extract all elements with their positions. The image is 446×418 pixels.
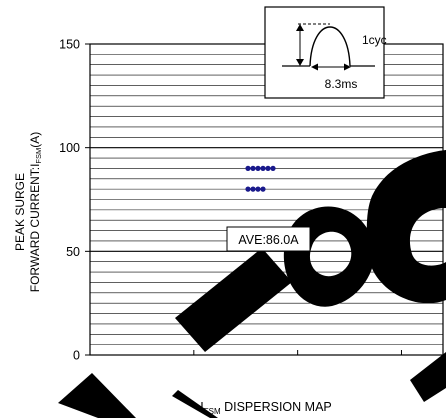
amplitude-arrow-down [296,59,304,66]
period-label: 8.3ms [325,77,358,91]
data-point [255,165,261,171]
data-point [245,186,251,192]
y-tick-label: 150 [59,38,80,52]
waveform-inset: 1cyc 8.3ms [264,6,387,99]
y-tick-labels: 0 50 100 150 [59,38,80,363]
cycle-label: 1cyc [362,33,387,47]
watermark-stroke [175,248,292,352]
y-axis-label-line1: PEAK SURGE [13,173,27,251]
watermark-stroke [283,206,375,307]
period-arrow-right [344,63,351,71]
data-point [260,165,266,171]
y-tick-label: 100 [59,141,80,155]
watermark-stroke [58,373,136,418]
average-box [226,226,311,252]
watermark-stroke [366,150,446,304]
y-ticks [85,43,90,356]
watermark-stroke [410,352,446,402]
y-tick-label: 0 [73,349,80,363]
x-axis-label: IFSM DISPERSION MAP [200,400,332,416]
y-tick-label: 50 [66,245,80,259]
y-axis-label-suffix: (A) [28,132,42,148]
y-axis-label-line2: FORWARD CURRENT:IFSM(A) [28,132,43,293]
x-axis-label-rest: DISPERSION MAP [221,400,332,414]
y-axis-label: PEAK SURGE FORWARD CURRENT:IFSM(A) [13,132,43,293]
period-arrow-left [311,63,318,71]
watermark-stroke [172,390,218,418]
x-axis-label-main: I [200,400,203,414]
data-points [245,165,276,192]
average-label: AVE:86.0A [238,233,299,247]
data-point [250,165,256,171]
y-axis-label-prefix: FORWARD CURRENT:I [28,164,42,293]
y-axis-label-sub: FSM [34,148,43,164]
amplitude-arrow-up [296,24,304,31]
data-point [250,186,256,192]
grid [90,54,443,345]
x-ticks [193,350,402,355]
data-point [265,165,271,171]
data-point [260,186,266,192]
inset-frame [264,6,385,99]
data-point [255,186,261,192]
data-point [245,165,251,171]
data-point [270,165,276,171]
half-sine-wave [309,26,351,67]
x-axis-label-sub: FSM [204,407,221,416]
